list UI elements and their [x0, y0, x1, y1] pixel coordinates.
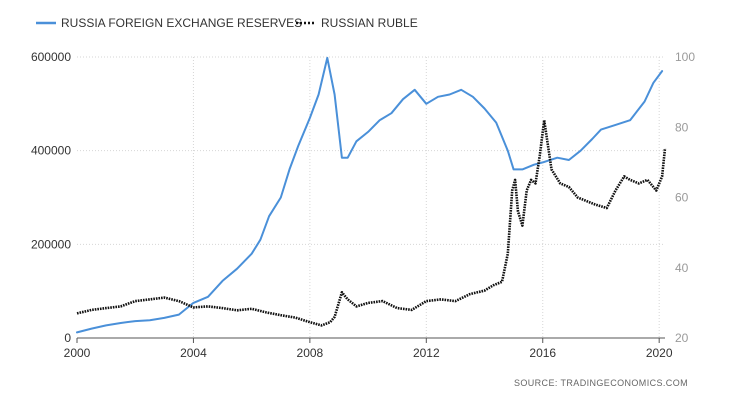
right-y-tick-label: 40 — [675, 261, 689, 275]
series-line-reserves — [76, 56, 664, 334]
right-y-axis: 20 40 60 80 100 — [675, 50, 695, 345]
x-tick-label: 2000 — [64, 346, 91, 360]
x-tick-label: 2016 — [529, 346, 556, 360]
series-line-ruble — [76, 118, 667, 327]
left-y-axis: 0 200000 400000 600000 — [31, 50, 71, 345]
gridlines — [77, 56, 665, 338]
x-tick-label: 2008 — [297, 346, 324, 360]
left-y-tick-label: 0 — [64, 331, 71, 345]
left-y-tick-label: 600000 — [31, 50, 71, 64]
legend: RUSSIA FOREIGN EXCHANGE RESERVES RUSSIAN… — [36, 16, 418, 30]
x-tick-label: 2020 — [646, 346, 673, 360]
right-y-tick-label: 100 — [675, 50, 695, 64]
right-y-tick-label: 20 — [675, 331, 689, 345]
x-axis: 2000 2004 2008 2012 2016 2020 — [64, 337, 673, 360]
source-note: SOURCE: TRADINGECONOMICS.COM — [514, 378, 688, 388]
legend-label-ruble: RUSSIAN RUBLE — [321, 16, 418, 30]
series-group — [76, 56, 667, 334]
right-y-tick-label: 80 — [675, 120, 689, 134]
legend-label-reserves: RUSSIA FOREIGN EXCHANGE RESERVES — [61, 16, 302, 30]
left-y-tick-label: 400000 — [31, 144, 71, 158]
x-tick-label: 2004 — [180, 346, 207, 360]
right-y-tick-label: 60 — [675, 191, 689, 205]
x-tick-label: 2012 — [413, 346, 440, 360]
left-y-tick-label: 200000 — [31, 237, 71, 251]
